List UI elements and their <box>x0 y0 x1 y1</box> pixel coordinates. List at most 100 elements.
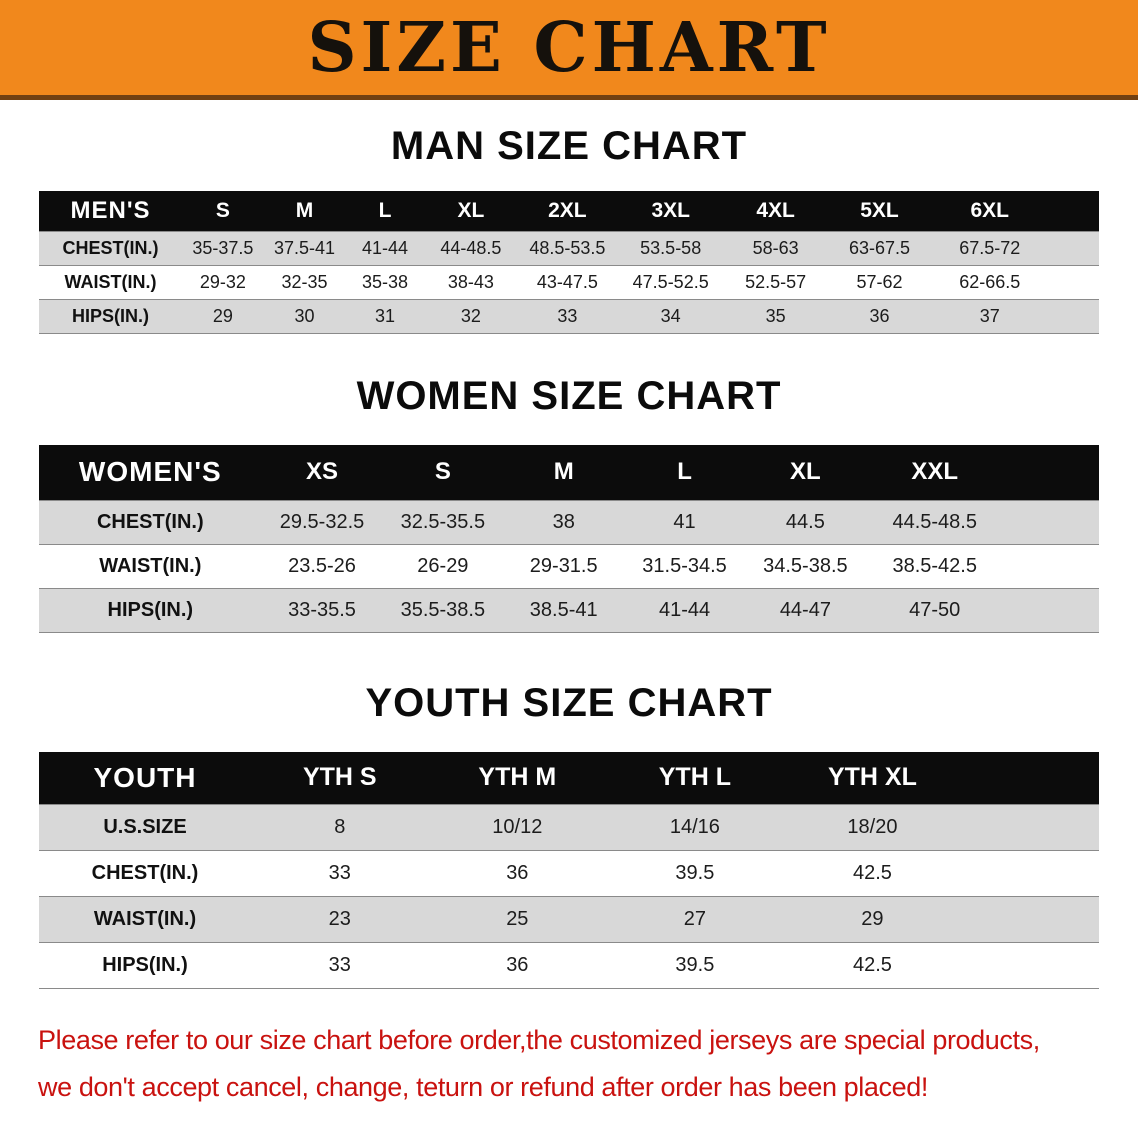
women-size-table: WOMEN'S XS S M L XL XXL CHEST(IN.) 29.5-32.5 32.5… <box>39 444 1099 633</box>
youth-size-chart-heading: YOUTH SIZE CHART <box>365 681 773 725</box>
disclaimer-line-2: we don't accept cancel, change, teturn o… <box>38 1071 928 1102</box>
size-value: 33 <box>251 941 429 989</box>
size-column-header: 2XL <box>517 191 618 231</box>
size-value: 38.5-42.5 <box>865 544 1004 589</box>
size-column-header: XXL <box>865 444 1004 501</box>
size-value: 53.5-58 <box>617 230 724 266</box>
size-value: 41 <box>624 500 745 545</box>
size-value: 25 <box>428 895 607 943</box>
size-chart-page: SIZE CHART MAN SIZE CHART MEN'S S M L XL 2XL 3… <box>0 0 1138 1105</box>
size-value: 38.5-41 <box>503 588 625 633</box>
size-column-header: YTH L <box>606 752 784 804</box>
size-value: 14/16 <box>606 803 784 851</box>
disclaimer-line-1: Please refer to our size chart before or… <box>38 1024 1040 1055</box>
table-row: HIPS(IN.) 33 36 39.5 42.5 <box>39 941 1099 989</box>
size-value: 29.5-32.5 <box>261 500 383 545</box>
size-value: 35 <box>723 298 828 334</box>
measurement-label: HIPS(IN.) <box>39 588 262 633</box>
size-value: 35.5-38.5 <box>382 588 504 633</box>
spacer-cell <box>1048 298 1099 334</box>
women-size-section: WOMEN SIZE CHART WOMEN'S XS S M L XL XXL CHEST(… <box>0 373 1138 633</box>
size-value: 58-63 <box>723 230 828 266</box>
size-value: 23 <box>251 895 429 943</box>
size-value: 41-44 <box>345 230 425 266</box>
size-column-header: 3XL <box>617 191 724 231</box>
spacer-cell <box>961 941 1099 989</box>
size-value: 39.5 <box>606 941 784 989</box>
table-corner-label: MEN'S <box>39 191 183 231</box>
measurement-label: U.S.SIZE <box>39 803 251 851</box>
size-column-header: M <box>263 191 346 231</box>
size-value: 33 <box>251 849 429 897</box>
size-value: 38-43 <box>424 264 518 300</box>
size-column-header: XL <box>424 191 518 231</box>
measurement-label: CHEST(IN.) <box>39 500 262 545</box>
table-corner-label: YOUTH <box>39 752 251 804</box>
spacer-cell <box>1003 544 1099 589</box>
measurement-label: WAIST(IN.) <box>39 895 251 943</box>
size-value: 38 <box>503 500 625 545</box>
size-column-header: L <box>345 191 425 231</box>
size-value: 62-66.5 <box>931 264 1049 300</box>
table-row: CHEST(IN.) 33 36 39.5 42.5 <box>39 849 1099 897</box>
size-value: 67.5-72 <box>931 230 1049 266</box>
size-value: 37 <box>931 298 1049 334</box>
size-column-header: 6XL <box>931 191 1049 231</box>
spacer-cell <box>1003 500 1099 545</box>
size-column-header: YTH XL <box>783 752 962 804</box>
youth-size-section: YOUTH SIZE CHART YOUTH YTH S YTH M YTH L YTH… <box>0 681 1138 989</box>
size-value: 35-37.5 <box>182 230 264 266</box>
size-value: 41-44 <box>624 588 745 633</box>
size-column-header: L <box>624 444 745 501</box>
measurement-label: CHEST(IN.) <box>39 230 183 266</box>
size-value: 31 <box>345 298 425 334</box>
measurement-label: HIPS(IN.) <box>39 298 183 334</box>
women-size-chart-heading: WOMEN SIZE CHART <box>356 373 782 418</box>
size-value: 47.5-52.5 <box>617 264 724 300</box>
men-size-table: MEN'S S M L XL 2XL 3XL 4XL 5XL 6XL CHEST(IN.) 35-37… <box>39 191 1099 334</box>
youth-size-table: YOUTH YTH S YTH M YTH L YTH XL U.S.SIZE 8 10/12… <box>39 752 1099 989</box>
disclaimer: Please refer to our size chart before or… <box>38 1023 1100 1105</box>
size-value: 57-62 <box>827 264 932 300</box>
size-value: 32 <box>424 298 518 334</box>
spacer-cell <box>961 752 1099 804</box>
spacer-cell <box>1003 588 1099 633</box>
size-column-header: S <box>182 191 264 231</box>
size-value: 42.5 <box>783 849 962 897</box>
table-header-row: YOUTH YTH S YTH M YTH L YTH XL <box>39 752 1099 804</box>
page-title: SIZE CHART <box>307 7 831 88</box>
table-row: CHEST(IN.) 35-37.5 37.5-41 41-44 44-48.5 48.5… <box>39 230 1099 266</box>
table-corner-label: WOMEN'S <box>39 444 262 501</box>
table-row: HIPS(IN.) 29 30 31 32 33 34 35 36 37 <box>39 298 1099 334</box>
size-column-header: 4XL <box>723 191 828 231</box>
size-value: 27 <box>606 895 784 943</box>
size-value: 36 <box>428 941 607 989</box>
size-value: 34.5-38.5 <box>744 544 866 589</box>
spacer-cell <box>1003 444 1099 501</box>
size-column-header: S <box>382 444 504 501</box>
size-value: 44.5-48.5 <box>865 500 1004 545</box>
size-value: 39.5 <box>606 849 784 897</box>
size-value: 29 <box>783 895 962 943</box>
table-row: CHEST(IN.) 29.5-32.5 32.5-35.5 38 41 44.5 44.5… <box>39 500 1099 545</box>
measurement-label: HIPS(IN.) <box>39 941 251 989</box>
size-value: 29-32 <box>182 264 264 300</box>
size-value: 33-35.5 <box>261 588 383 633</box>
size-column-header: M <box>503 444 625 501</box>
spacer-cell <box>1048 191 1099 231</box>
size-value: 23.5-26 <box>261 544 383 589</box>
size-value: 10/12 <box>428 803 607 851</box>
size-value: 31.5-34.5 <box>624 544 745 589</box>
table-row: U.S.SIZE 8 10/12 14/16 18/20 <box>39 803 1099 851</box>
size-value: 37.5-41 <box>263 230 346 266</box>
size-value: 63-67.5 <box>827 230 932 266</box>
spacer-cell <box>1048 230 1099 266</box>
size-column-header: 5XL <box>827 191 932 231</box>
spacer-cell <box>1048 264 1099 300</box>
size-value: 44.5 <box>744 500 866 545</box>
size-value: 42.5 <box>783 941 962 989</box>
size-value: 32.5-35.5 <box>382 500 504 545</box>
man-size-chart-heading: MAN SIZE CHART <box>390 124 748 168</box>
size-value: 44-48.5 <box>424 230 518 266</box>
size-value: 18/20 <box>783 803 962 851</box>
